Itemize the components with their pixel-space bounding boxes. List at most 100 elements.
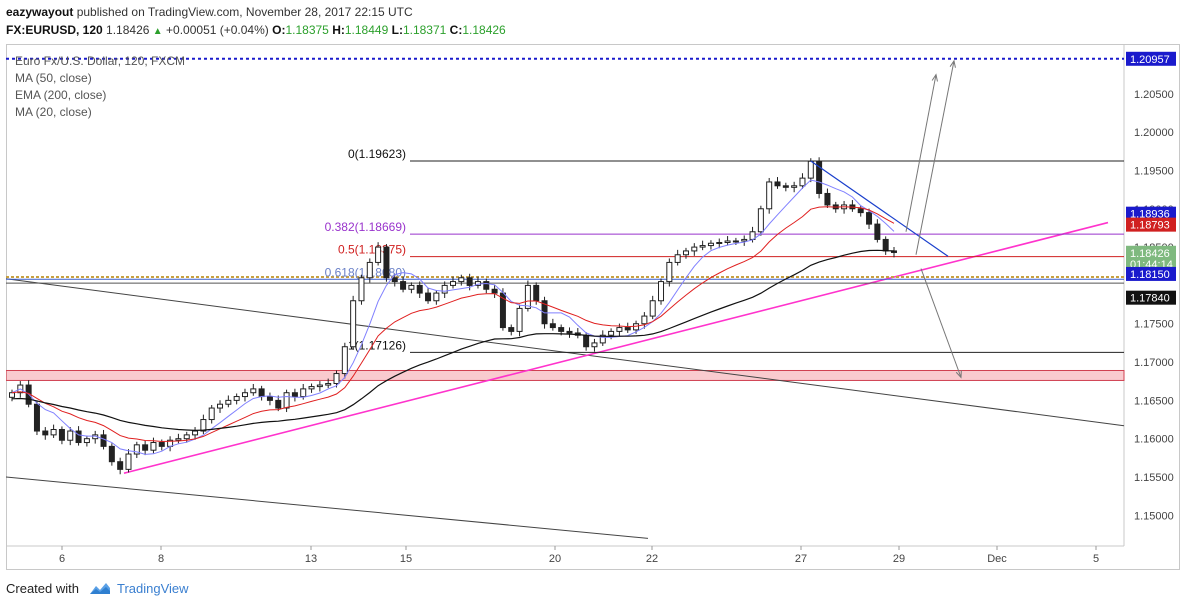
low-label: L: xyxy=(391,23,403,37)
candle-body xyxy=(333,373,340,385)
candle-body xyxy=(882,238,889,252)
candle-body xyxy=(58,429,65,441)
candle-body xyxy=(807,160,814,179)
candle-body xyxy=(408,284,415,290)
candle-body xyxy=(266,396,273,401)
candle-body xyxy=(75,430,82,444)
candle-body xyxy=(200,419,207,432)
tradingview-link[interactable]: TradingView xyxy=(117,581,189,596)
candle-body xyxy=(491,288,498,294)
high-value: 1.18449 xyxy=(344,23,389,37)
candle-body xyxy=(608,330,615,336)
change-value: +0.00051 (+0.04%) xyxy=(166,23,269,37)
candle-body xyxy=(716,242,723,245)
price-tag-box xyxy=(1126,290,1176,305)
up-arrow-icon: ▲ xyxy=(152,26,163,37)
legend-ma20[interactable]: MA (20, close) xyxy=(15,105,92,119)
legend-ma50[interactable]: MA (50, close) xyxy=(15,71,92,85)
candle-body xyxy=(175,438,182,441)
legend-title: Euro Fx/U.S. Dollar, 120, FXCM xyxy=(15,54,186,68)
time-tick-label: 29 xyxy=(893,553,905,565)
candle-body xyxy=(125,453,132,470)
candle-body xyxy=(732,240,739,243)
fib-label: 0.618(1.18080) xyxy=(325,265,406,279)
chart-panel[interactable] xyxy=(6,44,1180,570)
candle-body xyxy=(33,403,40,432)
time-tick-label: 5 xyxy=(1093,553,1099,565)
price-tag-box xyxy=(1126,266,1176,281)
candle-body xyxy=(341,346,348,375)
price-tag-label: 1.18150 xyxy=(1130,269,1170,281)
time-tick-label: 15 xyxy=(400,553,412,565)
candle-body xyxy=(466,277,473,286)
price-tick-label: 1.17000 xyxy=(1134,357,1174,369)
candle-body xyxy=(774,181,781,187)
created-with-text: Created with xyxy=(6,581,79,596)
chart-legend: Euro Fx/U.S. Dollar, 120, FXCM MA (50, c… xyxy=(15,53,185,121)
candle-body xyxy=(483,281,490,290)
candle-body xyxy=(857,208,864,214)
candle-body xyxy=(300,388,307,398)
candle-body xyxy=(583,334,590,348)
time-tick-label: 6 xyxy=(59,553,65,565)
candle-body xyxy=(450,281,456,286)
candle-body xyxy=(816,160,823,194)
footer: Created with TradingView xyxy=(0,574,1184,606)
time-tick-label: 20 xyxy=(549,553,561,565)
candle-body xyxy=(192,430,199,436)
candle-body xyxy=(508,327,515,332)
candle-body xyxy=(682,250,689,256)
candle-body xyxy=(782,185,789,188)
candle-body xyxy=(416,284,423,294)
candle-body xyxy=(558,327,565,332)
tradingview-logo-icon[interactable] xyxy=(88,580,112,603)
published-text: published on TradingView.com, November 2… xyxy=(76,5,413,19)
ma50-line xyxy=(11,206,895,443)
candle-body xyxy=(42,430,49,436)
candle-body xyxy=(67,430,74,441)
price-tick-label: 1.15500 xyxy=(1134,472,1174,484)
candle-body xyxy=(633,323,640,331)
legend-ema200[interactable]: EMA (200, close) xyxy=(15,88,107,102)
candle-body xyxy=(375,246,382,263)
open-label: O: xyxy=(272,23,286,37)
candle-body xyxy=(83,438,90,444)
price-tick-label: 1.16500 xyxy=(1134,395,1174,407)
projection-arrow-down-head xyxy=(955,370,962,379)
candle-body xyxy=(658,281,665,302)
candle-body xyxy=(291,392,298,398)
author-name[interactable]: eazywayout xyxy=(6,5,74,19)
close-value: 1.18426 xyxy=(462,23,506,37)
candle-body xyxy=(241,392,248,398)
ema200-line xyxy=(11,249,895,432)
candle-body xyxy=(824,192,831,206)
candle-body xyxy=(766,181,773,210)
candle-body xyxy=(117,461,124,470)
candle-body xyxy=(233,396,240,401)
candle-body xyxy=(208,407,215,421)
candle-body xyxy=(325,383,332,386)
candle-body xyxy=(741,238,748,242)
price-tag-label: 1.18793 xyxy=(1130,220,1170,232)
time-tick-label: 8 xyxy=(158,553,164,565)
candle-body xyxy=(225,399,232,405)
candle-body xyxy=(275,399,282,409)
candle-body xyxy=(724,240,731,244)
candle-body xyxy=(666,261,673,283)
candle-body xyxy=(183,434,190,440)
price-tick-label: 1.20000 xyxy=(1134,127,1174,139)
publish-line: eazywayout published on TradingView.com,… xyxy=(6,5,413,19)
price-tick-label: 1.16000 xyxy=(1134,434,1174,446)
candle-body xyxy=(441,284,448,294)
price-tick-label: 1.19500 xyxy=(1134,165,1174,177)
time-tick-label: Dec xyxy=(987,553,1007,565)
candle-body xyxy=(707,242,714,247)
candle-body xyxy=(566,330,573,334)
candle-body xyxy=(866,212,873,225)
price-tag-label: 1.17840 xyxy=(1130,293,1170,305)
candle-body xyxy=(591,342,598,348)
candle-body xyxy=(757,208,764,233)
ma20-line xyxy=(11,179,895,455)
price-chart[interactable]: 0(1.19623) 0.382(1.18669) 0.5(1.18375) 0.61… xyxy=(6,44,1180,570)
projection-arrow-up-1-head xyxy=(931,73,938,82)
